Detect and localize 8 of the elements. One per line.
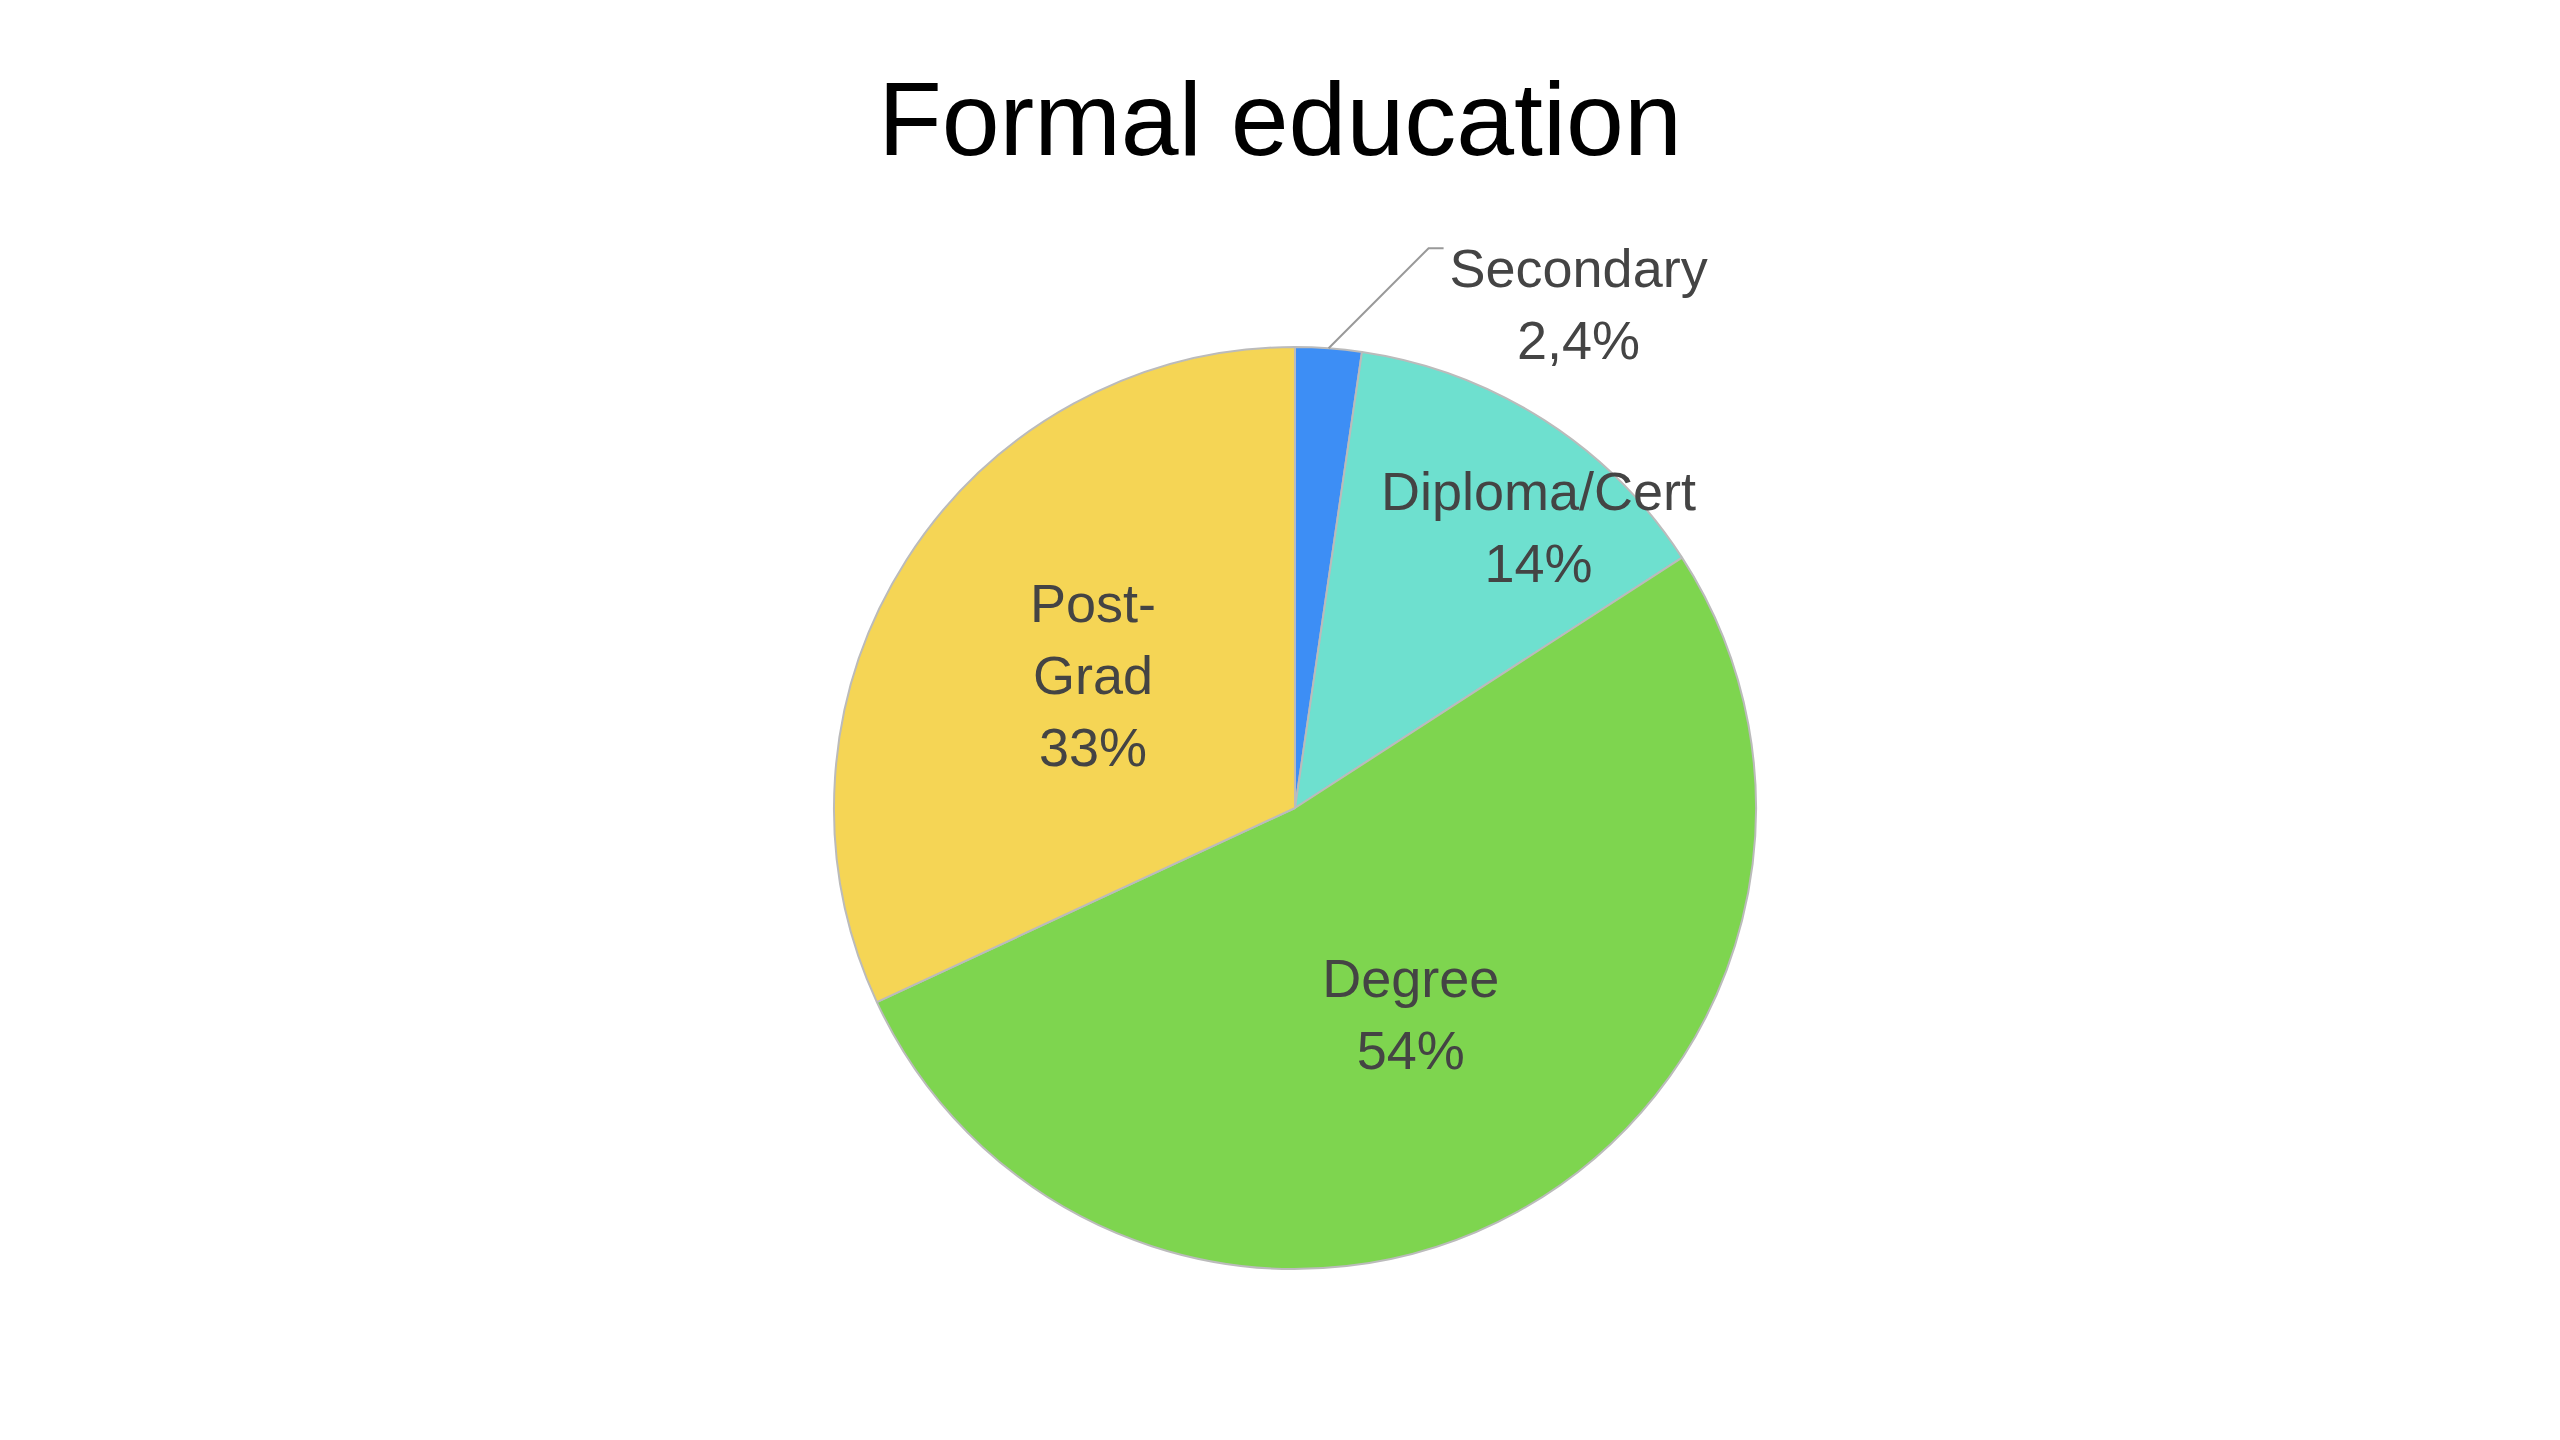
data-label: 14% (1484, 532, 1593, 593)
data-label: 33% (1038, 716, 1147, 777)
chart-title: Formal education (877, 60, 1683, 179)
slice-label: Secondary (1449, 238, 1708, 299)
data-label: 54% (1356, 1019, 1465, 1080)
slice-label: Degree (1322, 947, 1500, 1008)
data-label: 2,4% (1517, 310, 1641, 371)
slice-label: Post-Grad (1029, 572, 1156, 705)
